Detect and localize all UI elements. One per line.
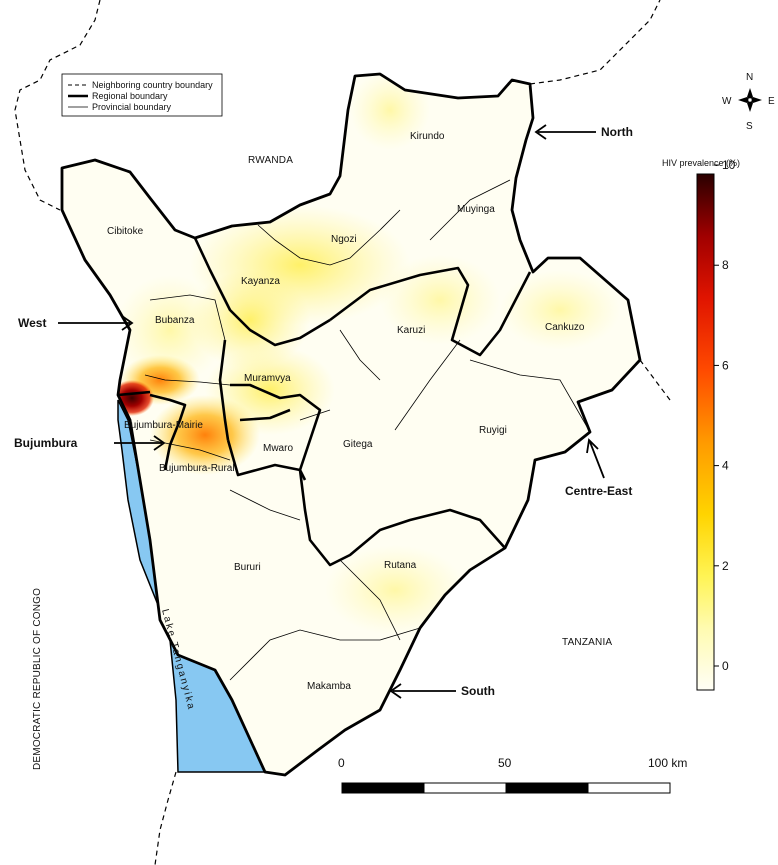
colorbar-tick-label: 2	[722, 559, 729, 573]
scale-label-50: 50	[498, 756, 512, 770]
region-label-bujumbura: Bujumbura	[14, 436, 78, 450]
provincial-boundaries	[144, 179, 591, 681]
compass-e: E	[768, 96, 775, 107]
province-label-gitega: Gitega	[343, 439, 373, 450]
province-label-makamba: Makamba	[307, 681, 351, 692]
regional-boundaries	[117, 237, 532, 567]
region-label-south: South	[461, 684, 495, 698]
province-label-bujumbura-mairie: Bujumbura-Mairie	[124, 420, 203, 431]
legend-label-provincial: Provincial boundary	[92, 102, 172, 112]
compass-s: S	[746, 121, 753, 132]
country-label-tanzania: TANZANIA	[562, 637, 612, 648]
region-label-west: West	[18, 316, 46, 330]
legend-label-neighbor: Neighboring country boundary	[92, 80, 213, 90]
region-label-centre-east: Centre-East	[565, 484, 632, 498]
province-label-muyinga: Muyinga	[457, 204, 495, 215]
province-label-cankuzo: Cankuzo	[545, 322, 585, 333]
province-label-mwaro: Mwaro	[263, 443, 293, 454]
colorbar-tick-label: 6	[722, 358, 729, 372]
region-label-north: North	[601, 125, 633, 139]
province-label-cibitoke: Cibitoke	[107, 226, 144, 237]
compass-rose: N S E W	[722, 72, 775, 132]
province-label-bujumbura-rural: Bujumbura-Rural	[159, 463, 235, 474]
scale-label-100: 100 km	[648, 756, 687, 770]
province-label-bubanza: Bubanza	[155, 315, 195, 326]
colorbar-tick-label: 10	[722, 158, 736, 172]
compass-n: N	[746, 72, 753, 83]
boundary-legend: Neighboring country boundary Regional bo…	[61, 73, 223, 117]
province-label-rutana: Rutana	[384, 560, 417, 571]
province-label-bururi: Bururi	[234, 562, 261, 573]
province-label-ruyigi: Ruyigi	[479, 425, 507, 436]
province-label-ngozi: Ngozi	[331, 234, 357, 245]
colorbar-title: HIV prevalence (%)	[662, 158, 740, 168]
scale-label-0: 0	[338, 756, 345, 770]
colorbar: HIV prevalence (%) 10 8 6 4 2 0	[662, 158, 740, 691]
province-label-muramvya: Muramvya	[244, 373, 291, 384]
legend-label-regional: Regional boundary	[92, 91, 168, 101]
colorbar-tick-label: 8	[722, 258, 729, 272]
province-label-kirundo: Kirundo	[410, 131, 445, 142]
colorbar-tick-label: 4	[722, 459, 729, 473]
province-label-karuzi: Karuzi	[397, 325, 425, 336]
colorbar-tick-label: 0	[722, 659, 729, 673]
burundi-border	[60, 72, 642, 777]
province-label-kayanza: Kayanza	[241, 276, 280, 287]
region-arrows	[58, 124, 605, 699]
neighbor-boundaries	[14, 0, 671, 865]
country-label-rwanda: RWANDA	[248, 155, 293, 166]
scale-bar: 0 50 100 km	[338, 756, 687, 794]
country-label-drc: DEMOCRATIC REPUBLIC OF CONGO	[32, 588, 43, 770]
compass-w: W	[722, 96, 732, 107]
